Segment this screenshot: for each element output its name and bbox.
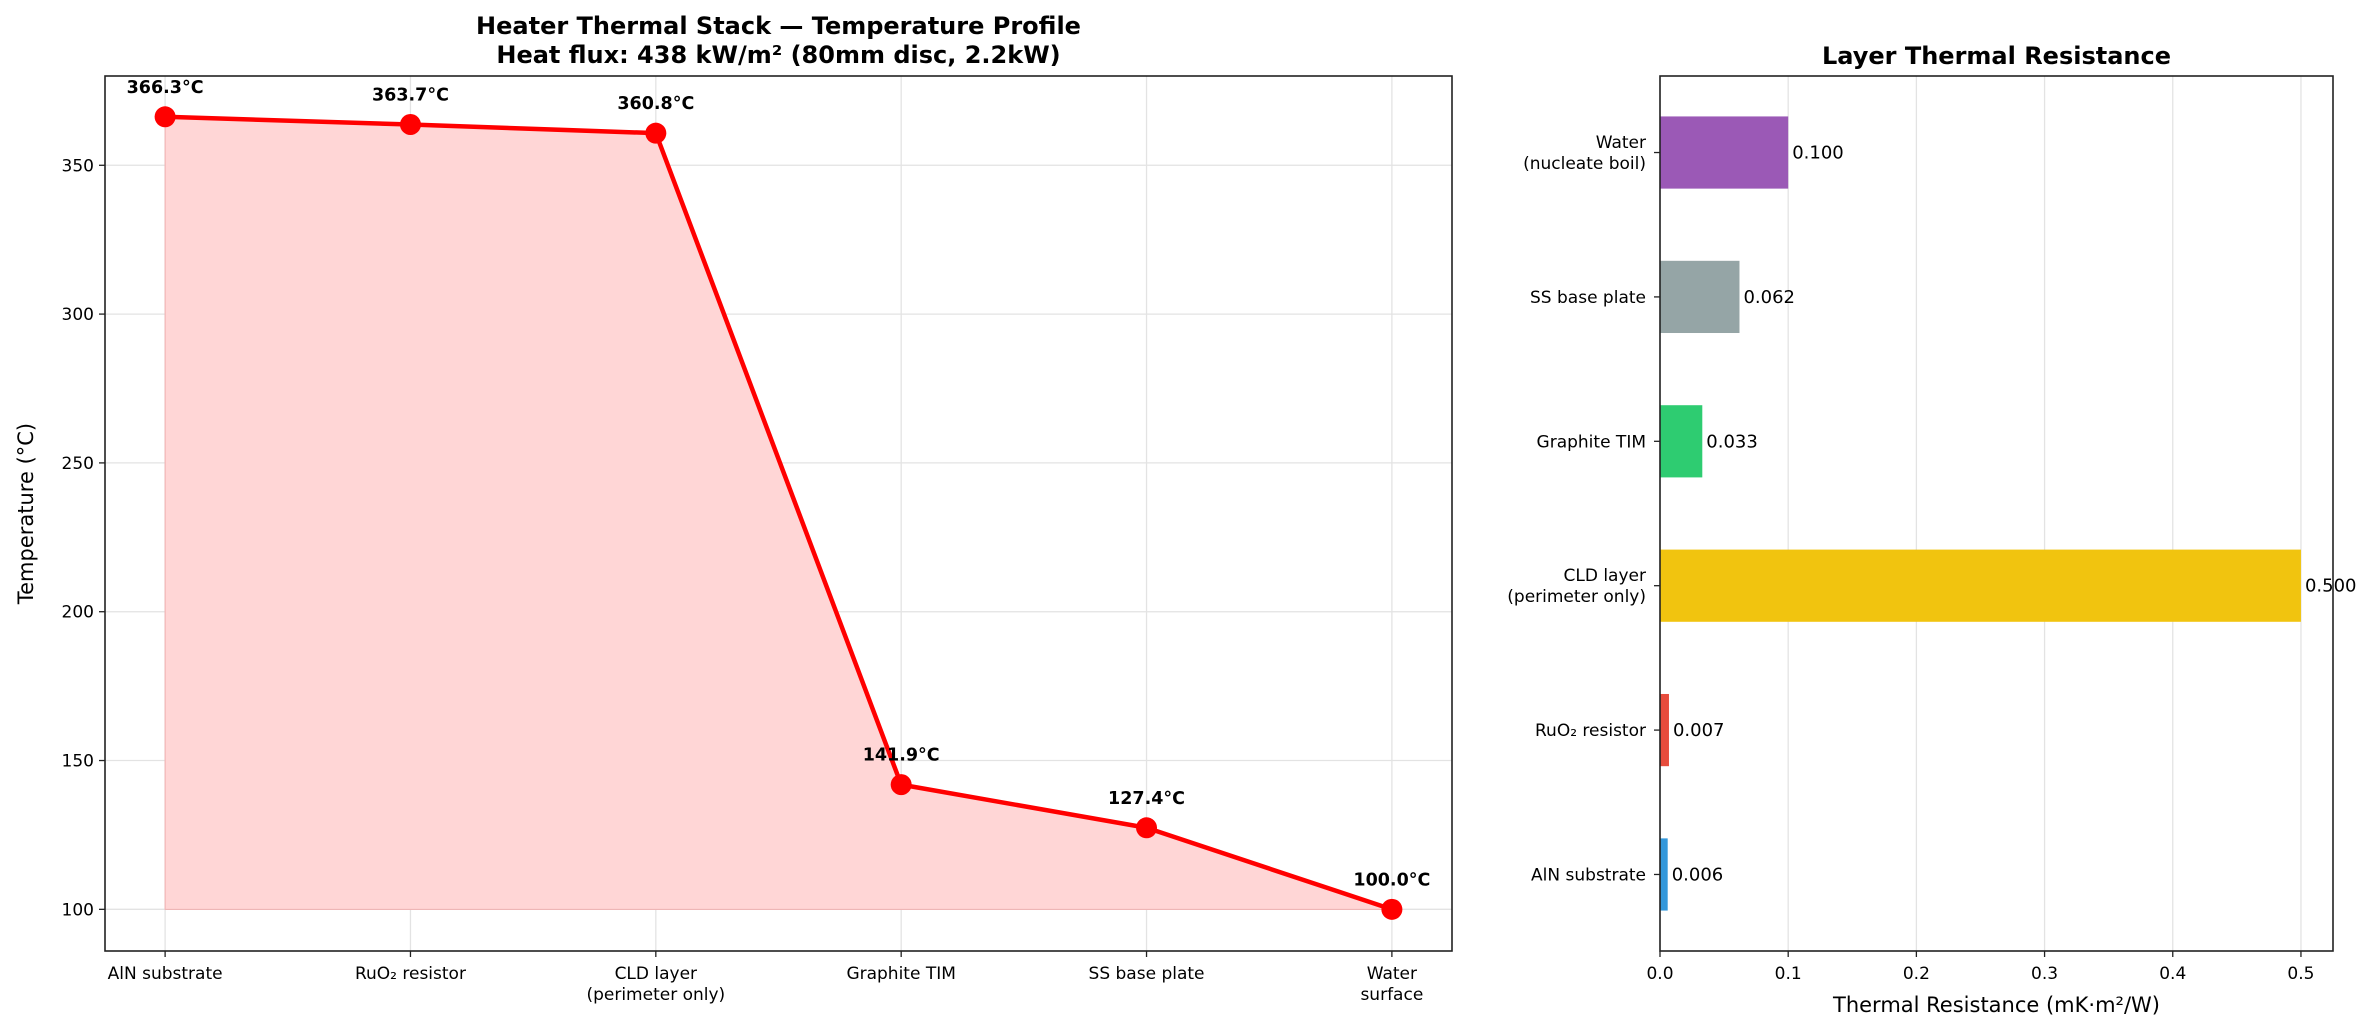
bar-value-label: 0.007 <box>1673 720 1725 741</box>
x-tick-label: Graphite TIM <box>846 964 955 984</box>
bar-value-label: 0.033 <box>1706 431 1758 452</box>
y-tick-label: SS base plate <box>1530 288 1646 308</box>
bar <box>1660 838 1668 911</box>
area-fill <box>164 116 1393 910</box>
bar-value-label: 0.006 <box>1672 864 1724 885</box>
x-tick-label: 0.0 <box>1646 964 1673 984</box>
x-tick-label: Water surface <box>1360 964 1423 1005</box>
data-point <box>399 114 421 136</box>
y-tick-label: CLD layer (perimeter only) <box>1507 566 1646 607</box>
data-point <box>890 774 912 796</box>
chart-title: Heater Thermal Stack — Temperature Profi… <box>476 12 1081 69</box>
data-point <box>154 106 176 128</box>
x-tick-label: 0.5 <box>2287 964 2314 984</box>
axes-frame <box>104 75 1453 952</box>
data-point <box>1381 898 1403 920</box>
x-tick-label: AlN substrate <box>108 964 223 984</box>
bar <box>1660 116 1789 189</box>
y-tick-label: 350 <box>62 156 94 176</box>
series-line <box>165 114 1393 912</box>
chart-title: Layer Thermal Resistance <box>1822 42 2171 70</box>
y-tick-label: AlN substrate <box>1531 865 1646 885</box>
x-tick-label: RuO₂ resistor <box>355 964 466 984</box>
y-tick-label: 300 <box>62 305 94 325</box>
bar <box>1660 405 1703 478</box>
data-label: 127.4°C <box>1108 789 1185 809</box>
axes-frame <box>1659 75 2334 952</box>
x-tick-label: SS base plate <box>1089 964 1205 984</box>
y-tick-label: 100 <box>62 900 94 920</box>
x-axis-label: Thermal Resistance (mK·m²/W) <box>1832 993 2160 1017</box>
x-tick-label: 0.3 <box>2031 964 2058 984</box>
x-tick-label: 0.4 <box>2159 964 2186 984</box>
bar-value-label: 0.500 <box>2305 576 2357 597</box>
data-label: 360.8°C <box>617 94 694 114</box>
bar-value-label: 0.100 <box>1792 143 1844 164</box>
data-label: 363.7°C <box>372 86 449 106</box>
bar <box>1660 693 1669 767</box>
y-tick-label: 150 <box>62 752 94 772</box>
bar-value-label: 0.062 <box>1743 287 1795 308</box>
data-label: 141.9°C <box>863 746 940 766</box>
y-tick-label: 200 <box>62 603 94 623</box>
x-tick-label: 0.1 <box>1775 964 1802 984</box>
bar <box>1660 549 2301 622</box>
y-axis-label: Temperature (°C) <box>14 423 38 605</box>
bar <box>1660 260 1740 334</box>
data-label: 366.3°C <box>127 78 204 98</box>
y-tick-label: Graphite TIM <box>1537 432 1646 452</box>
data-point <box>1136 817 1158 839</box>
data-point <box>645 122 667 144</box>
y-tick-label: RuO₂ resistor <box>1535 721 1646 741</box>
x-tick-label: 0.2 <box>1903 964 1930 984</box>
data-label: 100.0°C <box>1353 870 1430 890</box>
y-tick-label: Water (nucleate boil) <box>1523 133 1646 174</box>
x-tick-label: CLD layer (perimeter only) <box>586 964 725 1005</box>
temperature-profile-chart: 366.3°C 363.7°C 360.8°C 141.9°C 127.4°C 100.0… <box>14 12 1453 1005</box>
thermal-resistance-chart: 0.006 0.007 0.500 0.033 0.062 0.100 AlN substr… <box>1507 42 2356 1017</box>
y-tick-label: 250 <box>62 454 94 474</box>
